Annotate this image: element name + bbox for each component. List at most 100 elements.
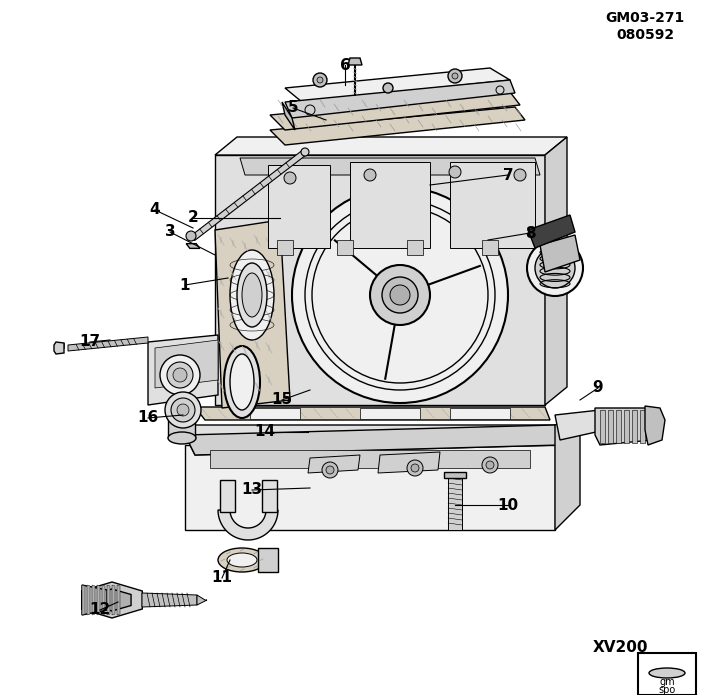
Polygon shape	[240, 158, 540, 175]
Polygon shape	[337, 240, 353, 255]
Text: 16: 16	[138, 411, 158, 425]
Circle shape	[482, 457, 498, 473]
Polygon shape	[555, 410, 605, 440]
Ellipse shape	[224, 346, 260, 418]
Polygon shape	[448, 475, 462, 530]
Polygon shape	[93, 589, 131, 611]
Circle shape	[382, 277, 418, 313]
Circle shape	[496, 86, 504, 94]
Polygon shape	[616, 410, 621, 443]
Polygon shape	[645, 406, 665, 445]
Circle shape	[486, 461, 494, 469]
Polygon shape	[218, 510, 278, 540]
Circle shape	[322, 462, 338, 478]
Text: 3: 3	[165, 224, 175, 240]
Text: 9: 9	[593, 380, 603, 395]
Polygon shape	[82, 585, 85, 615]
Text: 6: 6	[340, 58, 351, 72]
Polygon shape	[268, 165, 330, 248]
Circle shape	[383, 83, 393, 93]
Ellipse shape	[227, 553, 257, 567]
Text: 080592: 080592	[616, 28, 674, 42]
Circle shape	[448, 69, 462, 83]
Circle shape	[305, 105, 315, 115]
Circle shape	[165, 392, 201, 428]
Text: 14: 14	[254, 425, 276, 439]
Polygon shape	[624, 410, 629, 443]
Polygon shape	[595, 408, 652, 445]
Polygon shape	[195, 407, 550, 420]
Polygon shape	[308, 455, 360, 473]
Text: spo: spo	[658, 685, 675, 695]
Circle shape	[173, 368, 187, 382]
Polygon shape	[87, 585, 90, 615]
Polygon shape	[444, 472, 466, 478]
Polygon shape	[262, 480, 277, 512]
Polygon shape	[186, 244, 200, 248]
Polygon shape	[285, 80, 515, 118]
Polygon shape	[82, 585, 107, 615]
Polygon shape	[545, 137, 567, 405]
Circle shape	[186, 231, 196, 241]
Polygon shape	[215, 155, 545, 405]
Text: 2: 2	[188, 211, 199, 225]
Polygon shape	[168, 408, 195, 438]
Polygon shape	[185, 425, 560, 455]
Polygon shape	[81, 582, 143, 618]
Polygon shape	[640, 410, 645, 443]
Polygon shape	[632, 410, 637, 443]
Bar	[638, 653, 696, 695]
Polygon shape	[350, 162, 430, 248]
Circle shape	[411, 464, 419, 472]
Text: 4: 4	[150, 202, 161, 218]
Text: 8: 8	[525, 225, 535, 240]
Polygon shape	[197, 595, 207, 605]
Circle shape	[160, 355, 200, 395]
Circle shape	[326, 466, 334, 474]
Polygon shape	[270, 92, 520, 130]
Polygon shape	[97, 585, 100, 615]
Text: XV200: XV200	[593, 641, 648, 655]
Polygon shape	[482, 240, 498, 255]
Text: 15: 15	[271, 393, 292, 407]
Text: 12: 12	[89, 603, 111, 617]
Text: 5: 5	[288, 101, 298, 115]
Polygon shape	[215, 220, 290, 408]
Polygon shape	[277, 240, 293, 255]
Polygon shape	[155, 340, 218, 388]
Text: 11: 11	[212, 571, 233, 585]
Polygon shape	[192, 149, 307, 240]
Ellipse shape	[242, 273, 262, 317]
Polygon shape	[102, 585, 105, 615]
Polygon shape	[555, 415, 580, 530]
Polygon shape	[528, 215, 575, 248]
Ellipse shape	[649, 668, 685, 678]
Polygon shape	[54, 342, 64, 354]
Polygon shape	[378, 452, 440, 473]
Polygon shape	[282, 102, 295, 130]
Polygon shape	[117, 585, 120, 615]
Polygon shape	[540, 235, 580, 272]
Polygon shape	[148, 335, 218, 405]
Polygon shape	[215, 137, 567, 155]
Circle shape	[364, 169, 376, 181]
Ellipse shape	[237, 263, 267, 327]
Ellipse shape	[218, 548, 266, 572]
Polygon shape	[92, 585, 95, 615]
Circle shape	[301, 148, 309, 156]
Circle shape	[317, 77, 323, 83]
Text: 10: 10	[498, 498, 518, 512]
Text: 1: 1	[180, 277, 190, 293]
Circle shape	[452, 73, 458, 79]
Circle shape	[167, 362, 193, 388]
Ellipse shape	[230, 250, 274, 340]
Polygon shape	[107, 585, 110, 615]
Polygon shape	[348, 58, 362, 65]
Circle shape	[177, 404, 189, 416]
Text: 7: 7	[503, 167, 513, 183]
Circle shape	[370, 265, 430, 325]
Text: 13: 13	[241, 482, 263, 498]
Polygon shape	[68, 337, 148, 351]
Polygon shape	[112, 585, 115, 615]
Circle shape	[313, 73, 327, 87]
